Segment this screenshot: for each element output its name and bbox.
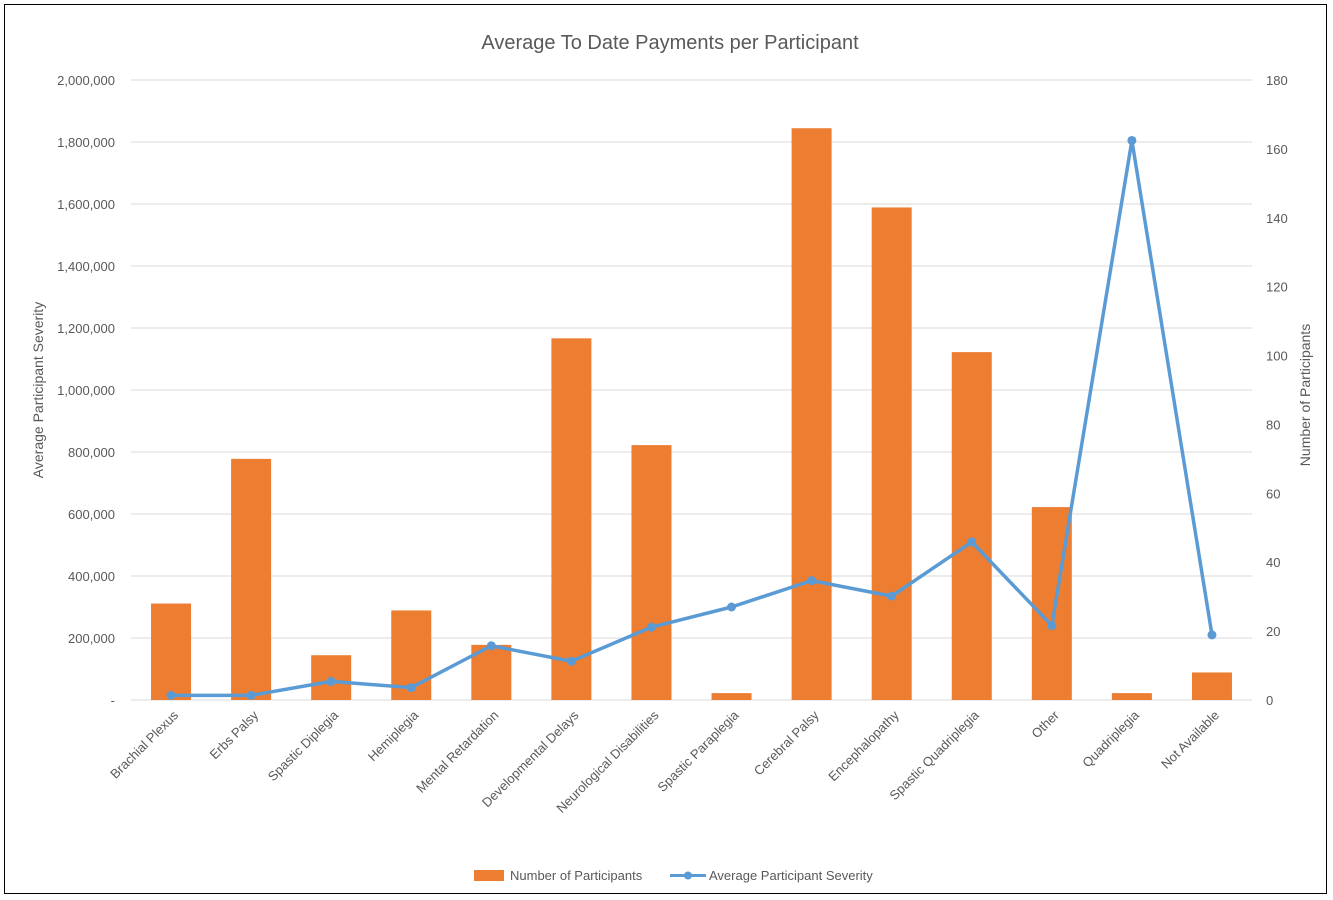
left-tick-label: 1,800,000 xyxy=(57,135,115,150)
category-label: Encephalopathy xyxy=(825,707,902,784)
legend-bar-swatch xyxy=(474,870,504,881)
left-tick-label: 400,000 xyxy=(68,569,115,584)
category-label: Hemiplegia xyxy=(365,707,422,764)
data-point xyxy=(887,591,897,601)
category-label: Spastic Paraplegia xyxy=(654,707,742,795)
data-point xyxy=(566,656,576,666)
left-tick-label: 1,400,000 xyxy=(57,259,115,274)
right-axis-ticks: 0 20 40 60 80 100 120 140 160 180 xyxy=(1266,73,1288,708)
right-tick-label: 100 xyxy=(1266,349,1288,364)
x-axis-ticks: Brachial Plexus Erbs Palsy Spastic Diplegi… xyxy=(107,707,1222,816)
data-point xyxy=(727,602,737,612)
bar-series xyxy=(151,128,1232,700)
category-label: Quadriplegia xyxy=(1079,707,1142,770)
left-tick-label: 1,200,000 xyxy=(57,321,115,336)
left-tick-label: 2,000,000 xyxy=(57,73,115,88)
data-point xyxy=(967,537,977,547)
left-tick-label: 1,600,000 xyxy=(57,197,115,212)
bar xyxy=(1191,672,1232,700)
data-point xyxy=(406,683,416,693)
left-tick-label: 200,000 xyxy=(68,631,115,646)
right-tick-label: 20 xyxy=(1266,624,1280,639)
bar xyxy=(551,338,592,700)
bar xyxy=(1111,693,1152,700)
data-point xyxy=(1207,630,1217,640)
left-axis-title: Average Participant Severity xyxy=(30,302,46,478)
gridlines xyxy=(131,79,1252,701)
data-point xyxy=(1047,621,1057,631)
right-tick-label: 160 xyxy=(1266,142,1288,157)
data-point xyxy=(1127,135,1137,145)
data-point xyxy=(646,622,656,632)
severity-line xyxy=(171,138,1214,698)
bar xyxy=(151,603,192,700)
category-label: Not Available xyxy=(1158,708,1222,772)
legend-line-marker xyxy=(684,871,692,880)
right-tick-label: 60 xyxy=(1266,486,1280,501)
right-tick-label: 180 xyxy=(1266,73,1288,88)
category-label: Spastic Diplegia xyxy=(265,707,342,784)
right-tick-label: 120 xyxy=(1266,280,1288,295)
bar xyxy=(231,458,272,700)
legend-line-label: Average Participant Severity xyxy=(709,868,873,883)
bar xyxy=(791,128,832,700)
bar xyxy=(711,693,752,700)
category-label: Cerebral Palsy xyxy=(751,707,822,778)
category-label: Erbs Palsy xyxy=(207,707,262,762)
left-axis-ticks: - 200,000 400,000 600,000 800,000 1,000,000 1,… xyxy=(57,73,115,708)
category-label: Brachial Plexus xyxy=(107,707,181,781)
category-label: Other xyxy=(1028,707,1062,741)
data-point xyxy=(246,690,256,700)
data-point xyxy=(807,576,817,586)
bar xyxy=(871,207,912,700)
legend: Number of Participants Average Participa… xyxy=(474,868,873,883)
category-label: Mental Retardation xyxy=(413,708,501,796)
right-tick-label: 140 xyxy=(1266,211,1288,226)
line-series xyxy=(166,135,1217,700)
data-point xyxy=(326,676,336,686)
right-tick-label: 40 xyxy=(1266,555,1280,570)
legend-bar-label: Number of Participants xyxy=(510,868,643,883)
data-point xyxy=(166,690,176,700)
left-tick-label: 800,000 xyxy=(68,445,115,460)
left-tick-label: - xyxy=(111,693,115,708)
data-point xyxy=(486,641,496,651)
chart-title: Average To Date Payments per Participant xyxy=(481,32,859,54)
right-axis-title: Number of Participants xyxy=(1297,324,1313,466)
bar xyxy=(631,445,672,700)
left-tick-label: 600,000 xyxy=(68,507,115,522)
category-label: Spastic Quadriplegia xyxy=(886,707,982,803)
left-tick-label: 1,000,000 xyxy=(57,383,115,398)
bar xyxy=(951,352,992,700)
right-tick-label: 0 xyxy=(1266,693,1273,708)
right-tick-label: 80 xyxy=(1266,417,1280,432)
